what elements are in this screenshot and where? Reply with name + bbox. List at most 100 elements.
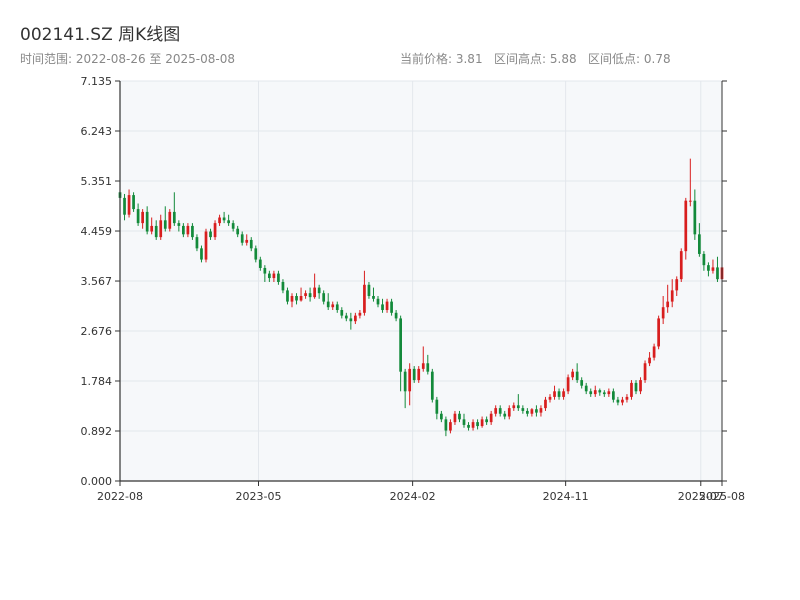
- candle-body: [562, 391, 565, 397]
- candle-body: [507, 408, 511, 417]
- candle: [254, 245, 258, 263]
- candle-body: [277, 273, 280, 282]
- candle-body: [485, 419, 488, 423]
- y-tick-label: 7.135: [81, 75, 113, 88]
- candle-body: [403, 371, 407, 392]
- candle: [467, 422, 470, 431]
- candle: [299, 287, 303, 302]
- candle-body: [679, 251, 683, 280]
- candle-body: [516, 405, 520, 409]
- candle-body: [240, 234, 244, 243]
- candle: [526, 408, 529, 417]
- candle-body: [290, 295, 294, 302]
- candle-body: [616, 399, 620, 403]
- y-tick-label: 3.567: [81, 275, 113, 288]
- candle-body: [421, 363, 425, 369]
- candle-body: [123, 197, 126, 215]
- candle: [159, 214, 163, 240]
- candle: [562, 388, 565, 400]
- candle: [580, 377, 584, 389]
- candle-body: [245, 239, 249, 243]
- candle-body: [462, 419, 466, 425]
- candle-body: [688, 200, 692, 202]
- candle-body: [182, 225, 185, 235]
- candle-body: [195, 237, 199, 249]
- candle-body: [535, 409, 538, 413]
- candle-body: [698, 234, 701, 254]
- candle-body: [607, 391, 611, 395]
- axes: 0.000 0.892 1.784 2.676 3.567 4.459 5.351 6.243…: [81, 75, 745, 503]
- candle: [317, 284, 321, 299]
- candle-body: [349, 318, 353, 322]
- candle: [566, 374, 570, 395]
- candle-body: [236, 228, 240, 235]
- candle-body: [344, 315, 348, 319]
- candle-body: [322, 293, 326, 302]
- candle-body: [716, 267, 719, 280]
- candle-body: [670, 290, 674, 302]
- candle: [213, 220, 217, 240]
- candle-body: [163, 220, 167, 229]
- candle-body: [281, 281, 285, 291]
- candle: [150, 217, 154, 235]
- candle-body: [675, 279, 679, 291]
- candle: [249, 237, 253, 252]
- candle: [313, 273, 316, 299]
- candle: [263, 265, 267, 282]
- candle-body: [136, 209, 140, 224]
- candle-body: [702, 253, 706, 266]
- candle-body: [453, 413, 457, 423]
- candle: [548, 394, 552, 403]
- candle-body: [684, 200, 688, 252]
- candle-body: [394, 312, 398, 319]
- candle: [182, 223, 185, 238]
- candle: [489, 410, 493, 425]
- candle-body: [331, 304, 335, 308]
- candle: [218, 214, 221, 226]
- candle: [535, 405, 538, 417]
- candle: [607, 388, 611, 397]
- candle: [612, 388, 615, 403]
- candle: [571, 368, 574, 381]
- chart-title: 002141.SZ 周K线图: [20, 25, 180, 45]
- candle: [707, 262, 710, 277]
- candle: [702, 251, 706, 271]
- candle-body: [286, 290, 289, 302]
- candle-body: [186, 225, 190, 235]
- candle-body: [385, 301, 389, 311]
- candle-body: [227, 220, 230, 224]
- candle-body: [575, 371, 579, 381]
- candle-body: [553, 391, 556, 397]
- price-summary-label: 当前价格: 3.81 区间高点: 5.88 区间低点: 0.78: [400, 51, 671, 66]
- candle-body: [593, 390, 597, 395]
- candle-body: [363, 284, 366, 313]
- candle: [335, 301, 339, 313]
- candle: [512, 402, 516, 411]
- candle-body: [471, 422, 475, 428]
- candle-body: [625, 396, 629, 400]
- candle-body: [249, 239, 253, 249]
- candle-body: [430, 371, 434, 400]
- y-tick-label: 4.459: [81, 225, 113, 238]
- candle-body: [367, 284, 371, 296]
- candle: [684, 197, 688, 260]
- candle-body: [308, 293, 312, 298]
- candle-body: [503, 413, 507, 417]
- candle-body: [693, 200, 697, 235]
- candle-body: [390, 301, 393, 313]
- candle-body: [417, 368, 421, 381]
- candle: [227, 214, 230, 226]
- candle: [286, 287, 289, 305]
- candle: [584, 382, 588, 395]
- candle-body: [539, 408, 543, 413]
- candle-body: [521, 408, 525, 411]
- candle: [494, 405, 498, 417]
- candle: [503, 410, 507, 420]
- candle: [340, 307, 344, 319]
- candle: [358, 310, 362, 319]
- candle: [462, 413, 466, 428]
- x-tick-label: 2025-08: [699, 490, 745, 503]
- date-range-label: 时间范围: 2022-08-26 至 2025-08-08: [20, 52, 235, 66]
- candle: [716, 256, 719, 282]
- candle-body: [204, 231, 208, 260]
